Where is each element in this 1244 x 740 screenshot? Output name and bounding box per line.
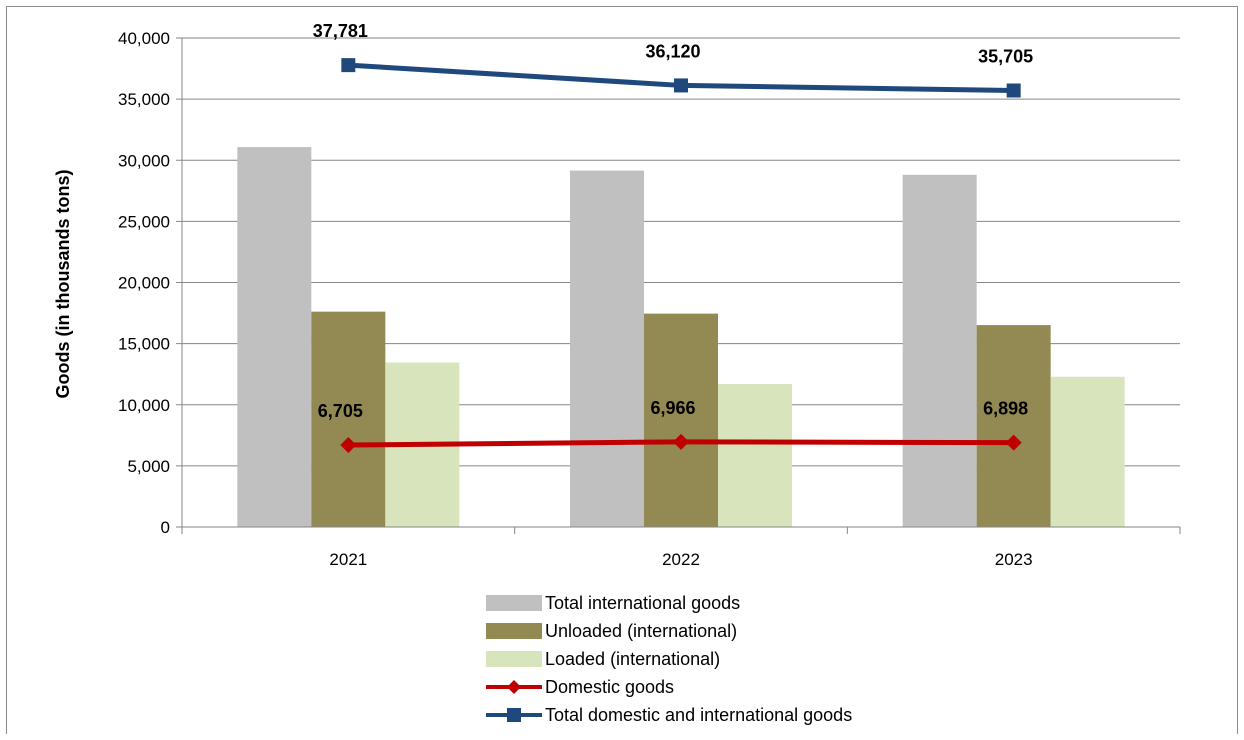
- point: [673, 433, 689, 450]
- y-axis-label: Goods (in thousands tons): [53, 170, 73, 399]
- legend-swatch: [486, 651, 542, 667]
- point: [1006, 83, 1021, 98]
- bar: [976, 325, 1051, 527]
- legend-label: Total international goods: [545, 592, 741, 613]
- legend-item-domestic: Domestic goods: [486, 673, 852, 701]
- y-tick-label: 10,000: [118, 396, 170, 415]
- y-tick-label: 15,000: [118, 335, 170, 354]
- bar: [237, 147, 312, 528]
- y-tick-label: 25,000: [118, 212, 170, 231]
- data-label: 37,781: [313, 21, 368, 41]
- y-tick-label: 40,000: [118, 29, 170, 48]
- legend-swatch: [486, 623, 542, 639]
- bar: [718, 383, 792, 527]
- legend-swatch: [486, 595, 542, 611]
- bar: [570, 170, 644, 527]
- x-tick-label: 2021: [329, 550, 367, 569]
- y-tick-label: 20,000: [118, 274, 170, 293]
- bar: [1050, 376, 1125, 527]
- data-label: 35,705: [978, 47, 1033, 67]
- x-tick-label: 2022: [662, 550, 700, 569]
- legend-item-loaded: Loaded (international): [486, 645, 852, 673]
- bar: [311, 311, 386, 527]
- bar: [902, 174, 977, 528]
- data-label: 6,966: [650, 398, 695, 418]
- y-tick-label: 30,000: [118, 151, 170, 170]
- legend-item-unloaded: Unloaded (international): [486, 617, 852, 645]
- legend-item-total: Total domestic and international goods: [486, 701, 852, 729]
- data-label: 6,898: [983, 399, 1028, 419]
- y-tick-label: 5,000: [127, 457, 170, 476]
- x-tick-label: 2023: [995, 550, 1033, 569]
- legend-label: Loaded (international): [545, 648, 721, 669]
- data-label: 36,120: [645, 41, 700, 61]
- bar: [644, 313, 718, 527]
- data-label: 6,705: [318, 401, 363, 421]
- legend-label: Unloaded (international): [545, 620, 738, 641]
- legend-swatch-line: [486, 680, 542, 694]
- legend-label: Domestic goods: [545, 676, 675, 697]
- y-tick-label: 35,000: [118, 90, 170, 109]
- point: [341, 58, 356, 73]
- legend: Total international goods Unloaded (inte…: [486, 589, 852, 729]
- legend-label: Total domestic and international goods: [545, 704, 853, 725]
- point: [674, 78, 688, 93]
- legend-item-total-international: Total international goods: [486, 589, 852, 617]
- chart-frame: [6, 6, 1238, 734]
- y-tick-label: 0: [161, 518, 170, 537]
- legend-swatch-line: [486, 708, 542, 722]
- point: [1005, 434, 1022, 451]
- point: [340, 437, 357, 454]
